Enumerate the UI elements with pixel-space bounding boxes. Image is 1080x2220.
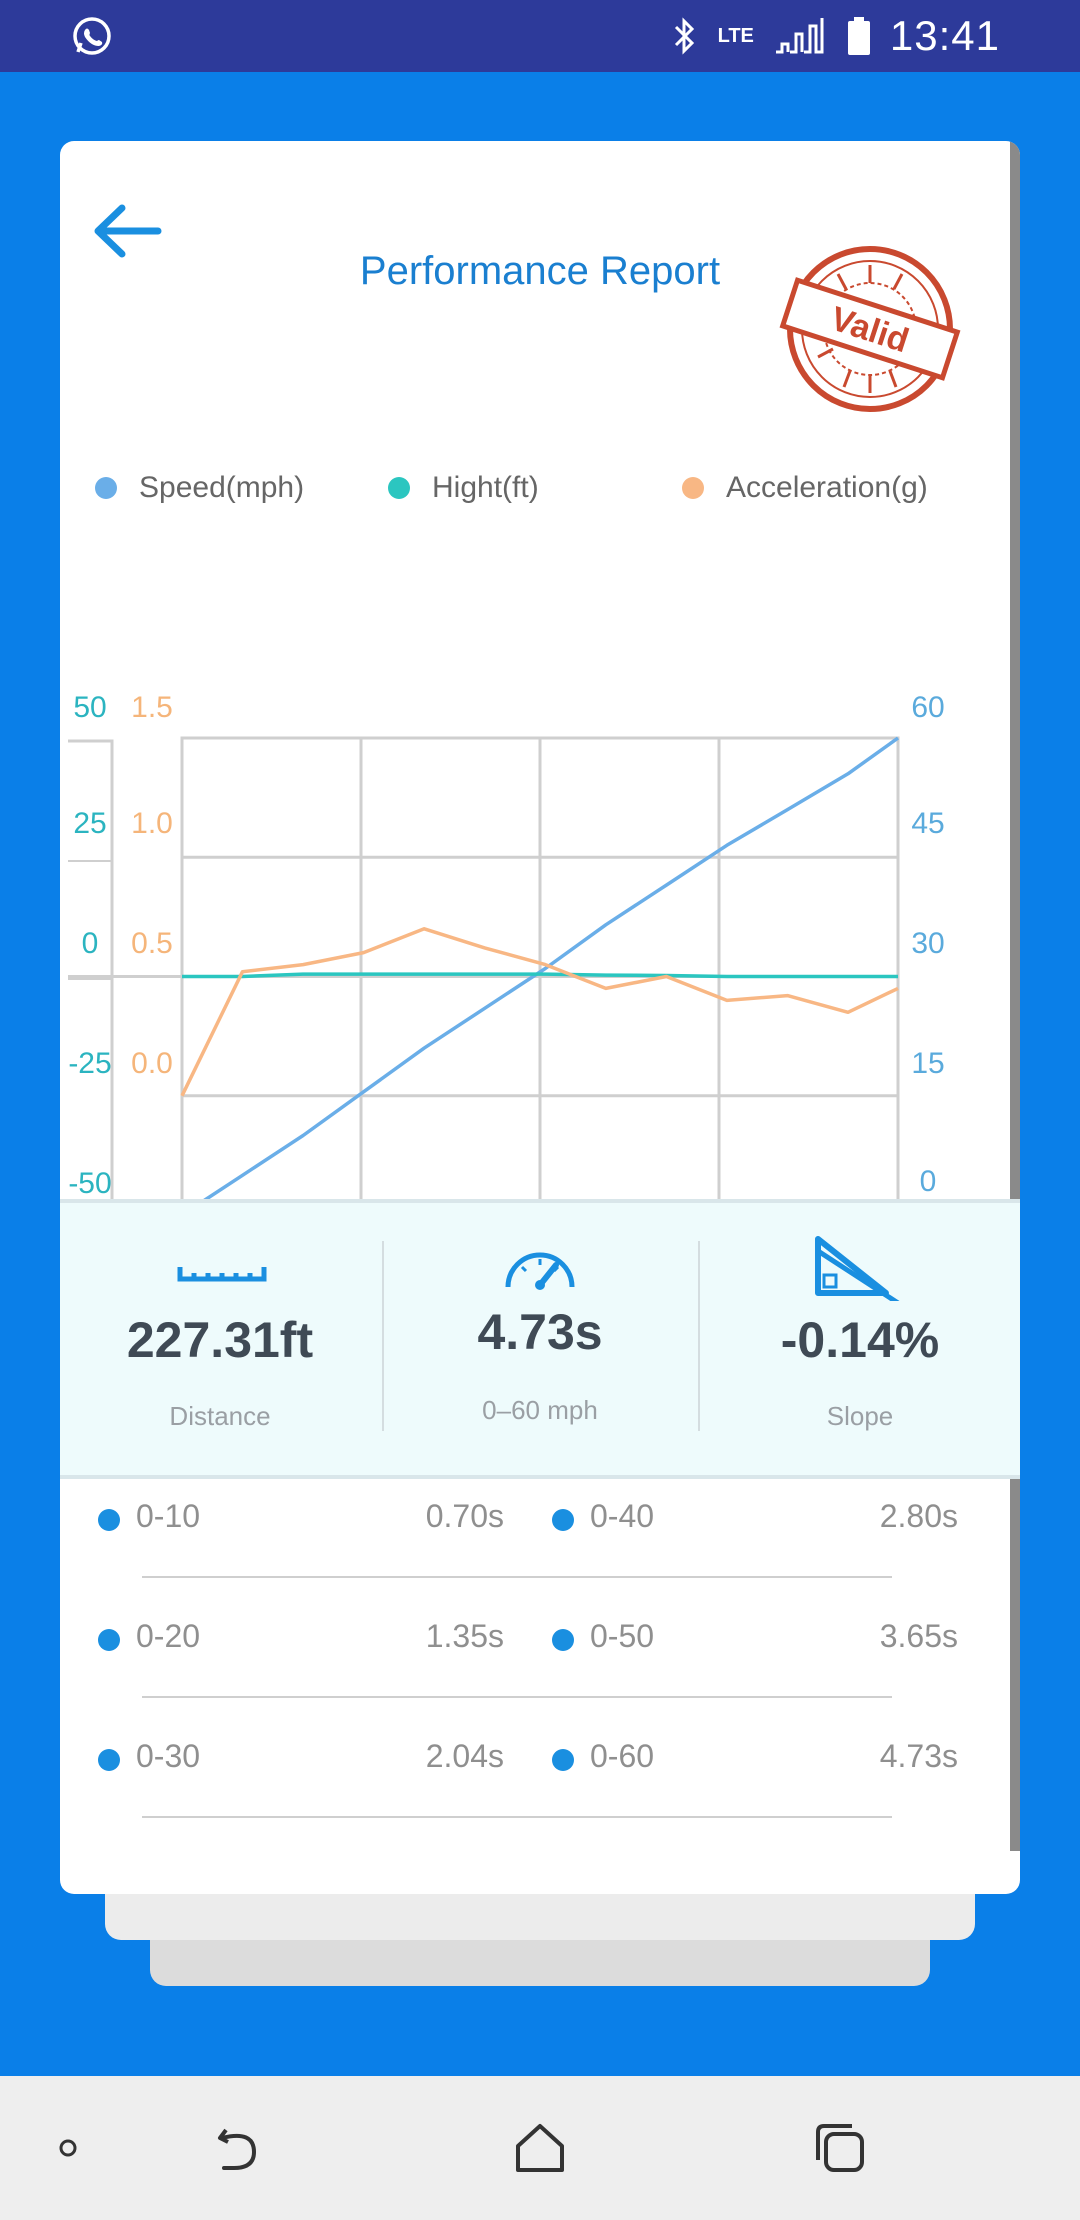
stat-zero-to-sixty: 4.73s 0–60 mph [380, 1203, 700, 1475]
chart-legend: Speed(mph) Hight(ft) Acceleration(g) [60, 471, 1020, 521]
split-item: 0-10 0.70s [98, 1486, 504, 1546]
distance-label: Distance [169, 1401, 271, 1431]
acceleration-tick-label: 1.0 [131, 807, 173, 840]
split-bullet [98, 1749, 120, 1771]
legend-speed-label: Speed(mph) [139, 471, 305, 504]
stat-distance: 227.31ft Distance [60, 1203, 380, 1475]
legend-acceleration: Acceleration(g) [682, 471, 928, 505]
signal-icon [775, 18, 824, 54]
stats-divider [382, 1241, 384, 1431]
height-tick-label: 25 [73, 807, 106, 840]
height-tick-label: 0 [82, 927, 99, 960]
split-range: 0-30 [136, 1737, 201, 1774]
split-bullet [552, 1629, 574, 1651]
legend-acceleration-dot [682, 477, 704, 499]
speed-tick-label: 45 [911, 807, 944, 840]
split-range: 0-40 [590, 1497, 655, 1534]
split-separator [142, 1576, 892, 1578]
split-separator [142, 1816, 892, 1818]
split-bullet [98, 1509, 120, 1531]
split-bullet [98, 1629, 120, 1651]
back-arrow-icon[interactable] [86, 196, 166, 266]
split-time: 2.80s [879, 1497, 958, 1534]
height-tick-label: -50 [68, 1167, 111, 1200]
ruler-icon [177, 1267, 267, 1282]
split-range: 0-60 [590, 1737, 655, 1774]
legend-speed-dot [95, 477, 117, 499]
split-range: 0-10 [136, 1497, 201, 1534]
split-item: 0-40 2.80s [552, 1486, 958, 1546]
battery-icon [847, 17, 870, 55]
height-tick-label: 50 [73, 691, 106, 724]
split-time: 3.65s [879, 1617, 958, 1654]
back-nav-icon[interactable] [206, 2116, 270, 2180]
whatsapp-icon [73, 17, 111, 55]
speed-tick-label: 30 [911, 927, 944, 960]
split-range: 0-20 [136, 1617, 201, 1654]
split-time: 1.35s [425, 1617, 504, 1654]
scrollbar[interactable] [1010, 141, 1020, 1851]
height-series-line [182, 972, 898, 979]
acceleration-tick-label: 1.5 [131, 691, 173, 724]
slope-value: -0.14% [780, 1312, 940, 1368]
acceleration-tick-label: 0.5 [131, 927, 173, 960]
split-row: 0-30 2.04s 0-60 4.73s [60, 1726, 1020, 1846]
split-bullet [552, 1509, 574, 1531]
home-icon[interactable] [508, 2116, 572, 2180]
recents-icon[interactable] [808, 2116, 872, 2180]
clock: 13:41 [889, 12, 1000, 59]
split-range: 0-50 [590, 1617, 655, 1654]
split-times-list: 0-10 0.70s 0-40 2.80s 0-20 1.35s 0-50 3.… [60, 1486, 1020, 1886]
split-row: 0-20 1.35s 0-50 3.65s [60, 1606, 1020, 1726]
speed-tick-label: 0 [920, 1165, 937, 1198]
split-separator [142, 1696, 892, 1698]
slope-icon [815, 1236, 900, 1301]
split-bullet [552, 1749, 574, 1771]
acceleration-series-line [180, 927, 899, 1097]
stat-slope: -0.14% Slope [700, 1203, 1020, 1475]
split-time: 4.73s [879, 1737, 958, 1774]
split-item: 0-50 3.65s [552, 1606, 958, 1666]
acceleration-tick-label: 0.0 [131, 1047, 173, 1080]
speed-tick-label: 60 [911, 691, 944, 724]
split-time: 0.70s [425, 1497, 504, 1534]
legend-acceleration-label: Acceleration(g) [726, 471, 928, 504]
legend-height-dot [388, 477, 410, 499]
split-row: 0-10 0.70s 0-40 2.80s [60, 1486, 1020, 1606]
stats-divider [698, 1241, 700, 1431]
zero-to-sixty-label: 0–60 mph [482, 1395, 598, 1425]
slope-label: Slope [826, 1401, 894, 1431]
page-title: Performance Report [359, 249, 721, 293]
legend-height-label: Hight(ft) [432, 471, 539, 504]
split-time: 2.04s [425, 1737, 504, 1774]
dot-icon[interactable] [36, 2116, 100, 2180]
navigation-bar [0, 2076, 1080, 2220]
status-bar: LTE 13:41 [0, 0, 1080, 72]
split-item: 0-20 1.35s [98, 1606, 504, 1666]
speedometer-icon [505, 1252, 575, 1290]
performance-chart: 50 25 0 -25 -50 1.5 1.0 0.5 0.0 60 45 30 15 0 [68, 691, 945, 1221]
split-item: 0-60 4.73s [552, 1726, 958, 1786]
split-item: 0-30 2.04s [98, 1726, 504, 1786]
distance-value: 227.31ft [126, 1312, 314, 1368]
height-tick-label: -25 [68, 1047, 111, 1080]
legend-height: Hight(ft) [388, 471, 539, 505]
zero-to-sixty-value: 4.73s [477, 1304, 603, 1360]
network-type: LTE [717, 25, 754, 47]
bluetooth-icon [674, 17, 694, 55]
valid-stamp: Valid [779, 246, 961, 412]
stats-panel: 227.31ft Distance 4.73s 0–60 mph -0.14% … [60, 1199, 1020, 1479]
legend-speed: Speed(mph) [95, 471, 304, 505]
speed-series-line [181, 736, 900, 1217]
speed-tick-label: 15 [911, 1047, 944, 1080]
report-card: Performance Report Valid Speed(mph) High… [60, 141, 1020, 1894]
